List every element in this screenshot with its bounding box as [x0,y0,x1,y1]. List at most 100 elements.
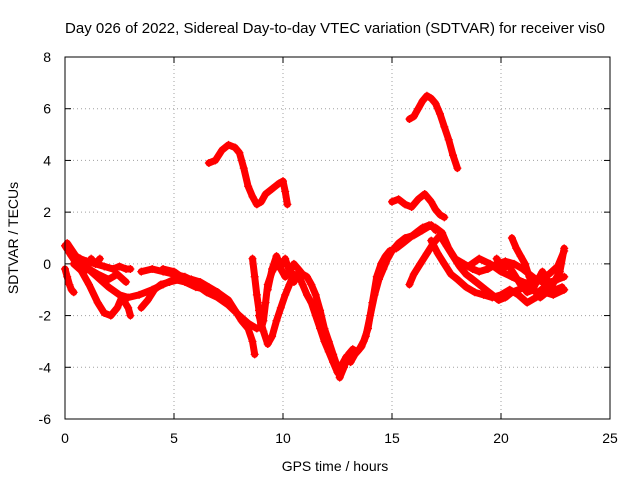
data-point-marker [252,290,261,299]
x-tick-label: 0 [61,430,69,446]
data-point-marker [427,197,436,206]
data-point-marker [69,288,78,297]
data-point-marker [191,280,200,289]
data-point-marker [368,298,377,307]
data-point-marker [444,135,453,144]
data-point-marker [279,177,287,186]
data-point-marker [392,244,401,253]
data-point-marker [126,311,135,320]
data-point-marker [67,249,76,258]
data-point-marker [440,213,449,222]
series-trace-10 [204,140,292,209]
data-point-marker [244,182,253,191]
data-point-marker [407,202,416,211]
series-trace-4 [67,249,135,274]
data-point-marker [505,285,514,294]
data-point-marker [231,143,240,152]
series-trace-15 [405,91,462,173]
data-point-marker [453,164,462,173]
data-point-marker [217,146,226,155]
data-point-marker [289,259,298,268]
data-point-marker [560,285,569,294]
data-point-marker [76,254,85,263]
data-point-marker [302,272,311,281]
data-point-marker [307,298,316,307]
data-point-marker [372,272,381,281]
data-point-marker [113,270,122,279]
data-point-marker [65,280,74,289]
data-point-marker [435,109,444,118]
data-point-marker [359,337,368,346]
plot-frame [64,56,611,420]
data-point-marker [422,91,431,100]
chart-title: Day 026 of 2022, Sidereal Day-to-day VTE… [65,20,605,37]
data-point-marker [263,285,272,294]
data-point-marker [523,288,532,297]
data-point-marker [93,270,102,279]
data-point-marker [272,252,281,261]
data-point-marker [333,368,342,377]
x-tick-label: 25 [602,430,618,446]
data-point-marker [462,283,471,292]
data-point-marker [137,267,146,276]
data-point-marker [281,187,290,196]
series-trace-19 [507,234,569,292]
data-point-marker [285,280,294,289]
data-point-marker [137,303,146,312]
data-point-marker [416,259,425,268]
data-point-marker [488,293,497,302]
data-point-marker [316,324,325,333]
data-point-marker [414,195,423,204]
data-point-marker [276,303,285,312]
series-trace-14 [388,190,449,222]
data-point-marker [159,265,168,274]
data-traces [61,91,569,382]
series-band [405,92,461,172]
data-point-marker [431,223,440,232]
data-point-marker [84,265,93,274]
data-point-marker [442,241,451,250]
data-point-marker [268,332,277,341]
data-point-marker [427,94,436,103]
data-point-marker [433,249,442,258]
data-point-marker [414,104,423,113]
data-point-marker [431,205,440,214]
data-point-marker [418,96,427,105]
data-point-marker [108,265,117,274]
x-axis-label: GPS time / hours [282,458,389,474]
data-point-marker [100,262,109,271]
data-point-marker [235,148,244,157]
data-point-marker [84,280,93,289]
data-point-marker [394,195,403,204]
data-point-marker [268,184,277,193]
data-point-marker [213,293,222,302]
data-point-marker [486,259,495,268]
data-point-marker [512,244,521,253]
x-tick-labels: 0 5 10 15 20 25 [61,430,618,446]
data-point-marker [542,288,551,297]
data-point-marker [401,200,410,209]
data-point-marker [510,270,519,279]
series-trace-20 [492,254,551,302]
data-point-marker [235,311,244,320]
data-point-marker [100,308,109,317]
data-point-marker [78,267,87,276]
data-point-marker [259,327,268,336]
data-point-marker [377,259,386,268]
data-point-marker [449,252,458,261]
x-tick-label: 15 [384,430,400,446]
y-tick-label: -2 [39,308,52,324]
data-point-marker [329,358,338,367]
data-point-marker [224,301,233,310]
data-point-marker [289,270,298,279]
data-point-marker [274,179,283,188]
x-tick-label: 5 [170,430,178,446]
data-point-marker [435,231,444,240]
data-point-marker [283,200,292,209]
data-point-marker [95,254,104,263]
y-tick-label: 8 [43,49,51,65]
data-point-marker [468,275,477,284]
y-axis-label: SDTVAR / TECUs [5,182,21,294]
data-point-marker [261,190,270,199]
data-point-marker [337,360,346,369]
